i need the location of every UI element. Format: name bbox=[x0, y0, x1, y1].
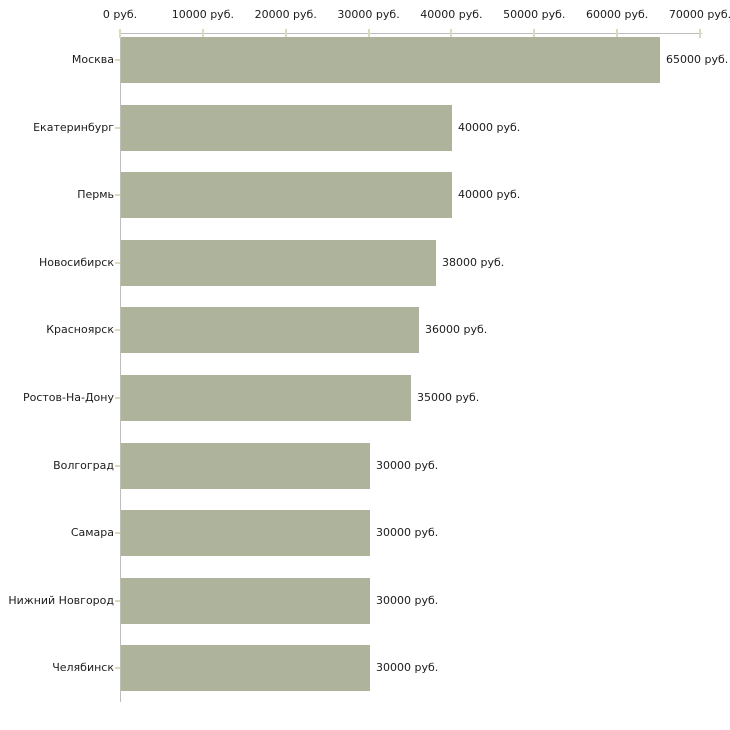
bar bbox=[121, 375, 411, 421]
category-label: Самара bbox=[70, 526, 114, 540]
x-axis-tick-label: 50000 руб. bbox=[503, 8, 566, 21]
category-tick-mark bbox=[115, 599, 120, 602]
x-axis-tick-label: 0 руб. bbox=[102, 8, 138, 21]
category-label: Екатеринбург bbox=[33, 120, 114, 134]
category-label: Ростов-На-Дону bbox=[22, 391, 114, 404]
x-axis-tick-mark bbox=[450, 29, 453, 38]
bar bbox=[121, 307, 419, 354]
category-tick-mark bbox=[115, 59, 120, 61]
category-tick-mark bbox=[115, 261, 120, 264]
bar bbox=[121, 510, 370, 557]
x-axis-tick-label: 20000 руб. bbox=[254, 8, 317, 21]
category-label: Красноярск bbox=[46, 323, 114, 337]
category-label: Пермь bbox=[77, 188, 114, 202]
category-label: Нижний Новгород bbox=[8, 593, 114, 607]
category-tick-mark bbox=[115, 532, 120, 535]
x-axis-tick-label: 10000 руб. bbox=[171, 8, 234, 21]
x-axis-tick-mark bbox=[367, 29, 370, 38]
x-axis-tick-mark bbox=[284, 29, 287, 38]
bar bbox=[121, 172, 452, 219]
category-tick-mark bbox=[115, 126, 120, 129]
bar-value-label: 38000 руб. bbox=[442, 255, 505, 269]
bar-value-label: 65000 руб. bbox=[666, 53, 729, 66]
category-label: Волгоград bbox=[53, 458, 114, 472]
bar bbox=[121, 577, 370, 624]
category-tick-mark bbox=[115, 329, 120, 332]
x-axis-tick-mark bbox=[699, 29, 701, 38]
bar-value-label: 35000 руб. bbox=[417, 391, 480, 404]
x-axis-tick-label: 40000 руб. bbox=[420, 8, 483, 21]
x-axis-tick-mark bbox=[533, 29, 536, 38]
bar-value-label: 30000 руб. bbox=[376, 458, 439, 472]
x-axis-tick-mark bbox=[616, 29, 619, 38]
bar-value-label: 30000 руб. bbox=[376, 526, 439, 540]
bar-value-label: 40000 руб. bbox=[458, 188, 521, 202]
category-label: Новосибирск bbox=[38, 255, 114, 269]
bar-value-label: 30000 руб. bbox=[376, 593, 439, 607]
category-label: Москва bbox=[71, 53, 114, 66]
x-axis-tick-label: 60000 руб. bbox=[586, 8, 649, 21]
bar-value-label: 30000 руб. bbox=[376, 661, 439, 675]
category-tick-mark bbox=[115, 464, 120, 467]
x-axis-tick-mark bbox=[119, 29, 121, 38]
x-axis-tick-mark bbox=[201, 29, 204, 38]
bar bbox=[121, 104, 452, 151]
x-axis-tick-label: 30000 руб. bbox=[337, 8, 400, 21]
bar-value-label: 36000 руб. bbox=[425, 323, 488, 337]
bar bbox=[121, 37, 660, 83]
category-tick-mark bbox=[115, 194, 120, 197]
category-tick-mark bbox=[115, 667, 120, 670]
y-axis-line bbox=[120, 33, 121, 702]
bar bbox=[121, 239, 436, 286]
category-label: Челябинск bbox=[52, 661, 114, 675]
x-axis-tick-label: 70000 руб. bbox=[668, 8, 730, 21]
bar-value-label: 40000 руб. bbox=[458, 120, 521, 134]
bar bbox=[121, 442, 370, 489]
x-axis-line bbox=[120, 33, 702, 34]
category-tick-mark bbox=[115, 397, 120, 399]
bar bbox=[121, 645, 370, 692]
